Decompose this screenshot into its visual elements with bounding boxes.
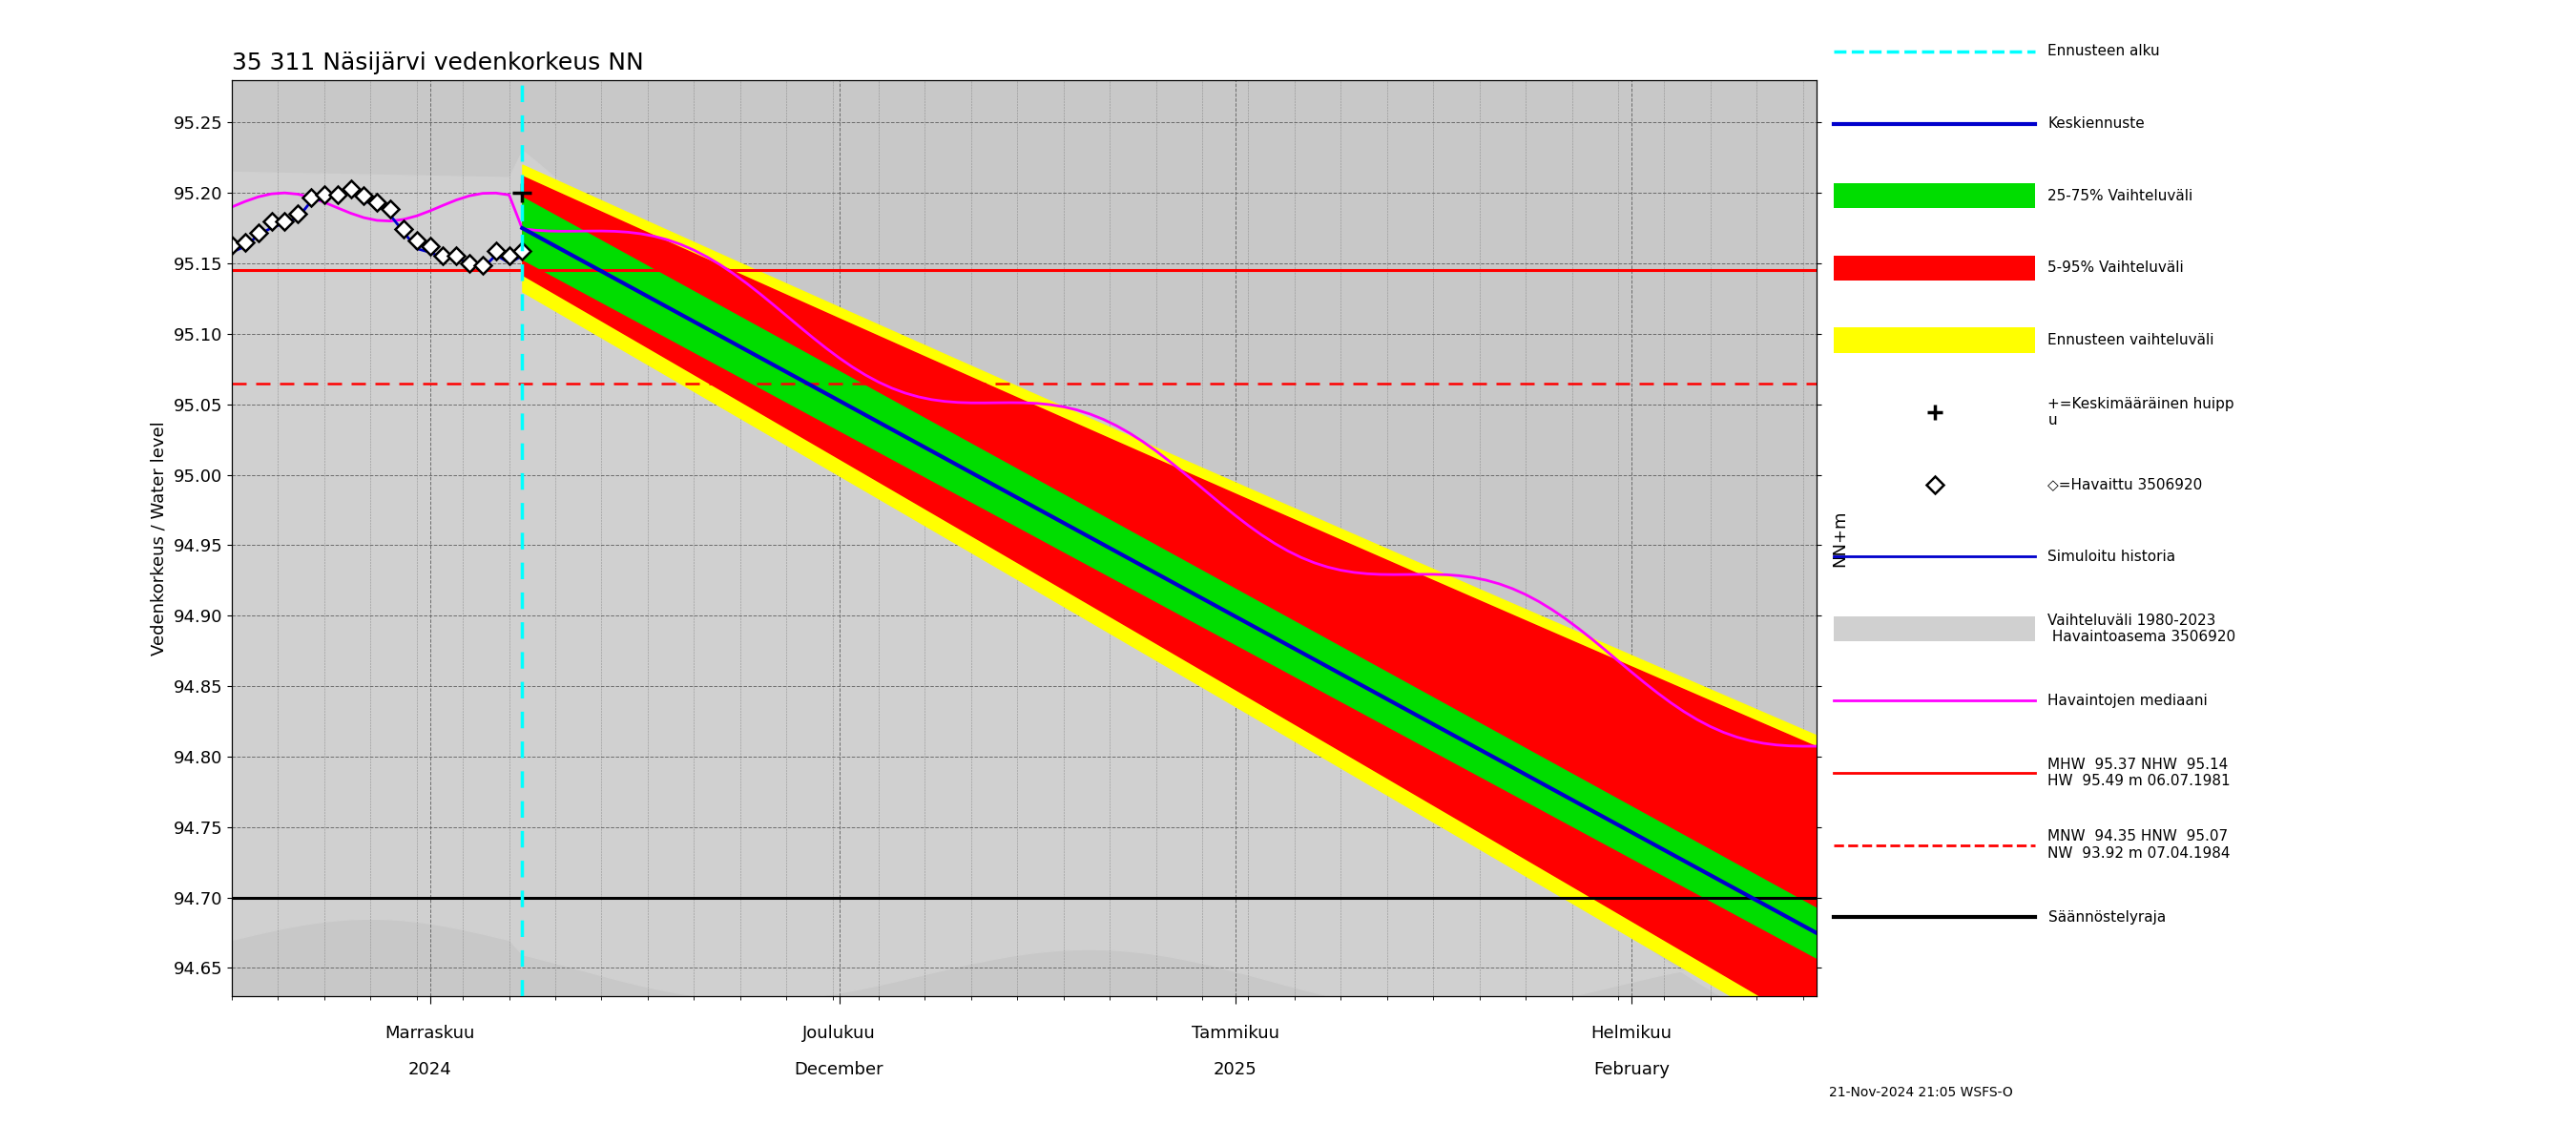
Text: 5-95% Vaihteluväli: 5-95% Vaihteluväli: [2048, 261, 2184, 275]
Text: Joulukuu: Joulukuu: [804, 1025, 876, 1042]
Text: Simuloitu historia: Simuloitu historia: [2048, 550, 2177, 563]
Text: 2025: 2025: [1213, 1061, 1257, 1079]
Text: Vaihteluväli 1980-2023
 Havaintoasema 3506920: Vaihteluväli 1980-2023 Havaintoasema 350…: [2048, 613, 2236, 643]
Text: 21-Nov-2024 21:05 WSFS-O: 21-Nov-2024 21:05 WSFS-O: [1829, 1085, 2012, 1099]
Text: Marraskuu: Marraskuu: [384, 1025, 474, 1042]
Y-axis label: Vedenkorkeus / Water level: Vedenkorkeus / Water level: [152, 421, 167, 655]
Text: 25-75% Vaihteluväli: 25-75% Vaihteluväli: [2048, 189, 2192, 203]
Text: February: February: [1592, 1061, 1669, 1079]
Text: MNW  94.35 HNW  95.07
NW  93.92 m 07.04.1984: MNW 94.35 HNW 95.07 NW 93.92 m 07.04.198…: [2048, 829, 2231, 860]
Y-axis label: NN+m: NN+m: [1832, 510, 1847, 567]
Text: Helmikuu: Helmikuu: [1592, 1025, 1672, 1042]
Text: December: December: [793, 1061, 884, 1079]
Text: Keskiennuste: Keskiennuste: [2048, 117, 2146, 131]
Text: Ennusteen alku: Ennusteen alku: [2048, 45, 2161, 58]
Text: 2024: 2024: [407, 1061, 451, 1079]
Text: Ennusteen vaihteluväli: Ennusteen vaihteluväli: [2048, 333, 2215, 347]
Text: MHW  95.37 NHW  95.14
HW  95.49 m 06.07.1981: MHW 95.37 NHW 95.14 HW 95.49 m 06.07.198…: [2048, 757, 2231, 788]
Text: Havaintojen mediaani: Havaintojen mediaani: [2048, 694, 2208, 708]
Text: Tammikuu: Tammikuu: [1190, 1025, 1280, 1042]
Text: Säännöstelyraja: Säännöstelyraja: [2048, 910, 2166, 924]
Text: +​=Keskimääräinen huipp
u: +​=Keskimääräinen huipp u: [2048, 396, 2233, 427]
Text: ◇=Havaittu 3506920: ◇=Havaittu 3506920: [2048, 477, 2202, 491]
Text: 35 311 Näsijärvi vedenkorkeus NN: 35 311 Näsijärvi vedenkorkeus NN: [232, 52, 644, 74]
